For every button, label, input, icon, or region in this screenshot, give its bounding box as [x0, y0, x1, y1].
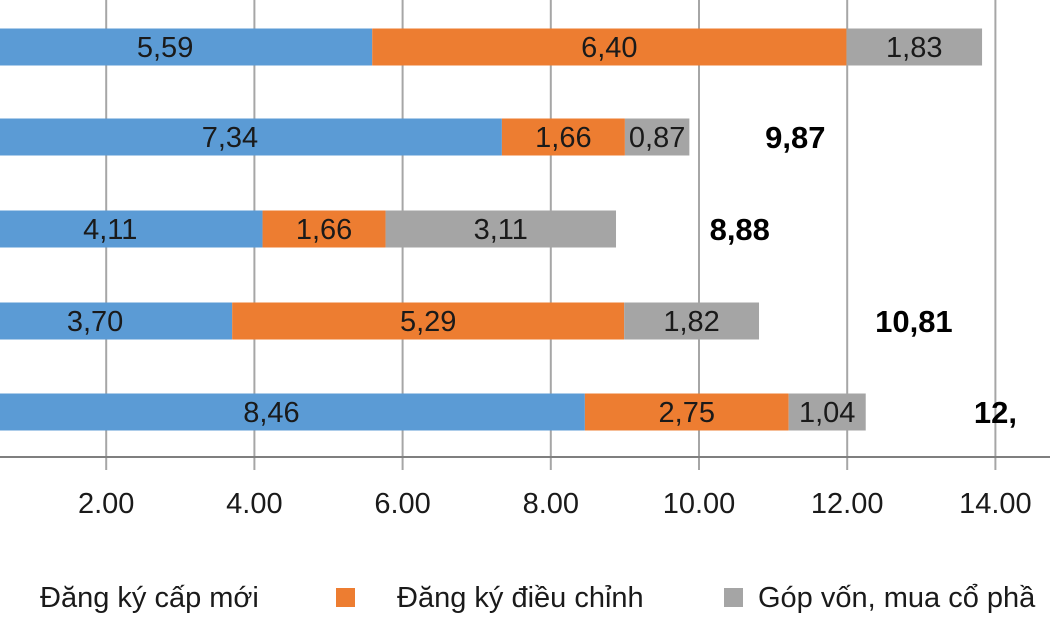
bars: 5,59 6,40 1,83 7,34 1,66 0,87 4,11 1,66 3,11 3,70… — [0, 28, 983, 431]
x-tick-label: 10.00 — [663, 488, 736, 520]
total-label: 10,81 — [875, 304, 953, 339]
data-label: 3,70 — [67, 306, 123, 338]
x-tick-label: 6.00 — [374, 488, 430, 520]
bar-segment — [385, 210, 617, 248]
bar-segment — [232, 302, 625, 340]
total-label: 8,88 — [710, 212, 770, 247]
bar-segment — [788, 393, 866, 431]
legend: Đăng ký cấp mới Đăng ký điều chỉnh Góp vốn… — [40, 582, 1036, 614]
data-label: 5,59 — [137, 32, 193, 64]
data-label: 1,04 — [799, 397, 855, 429]
bar-segment — [624, 118, 690, 156]
bar-segment — [0, 210, 263, 248]
legend-swatch — [336, 588, 355, 607]
data-label: 1,66 — [535, 122, 591, 154]
x-tick-label: 2.00 — [78, 488, 134, 520]
data-label: 1,82 — [663, 306, 719, 338]
data-label: 4,11 — [83, 214, 137, 246]
bar-segment — [0, 393, 585, 431]
legend-label: Đăng ký cấp mới — [40, 582, 259, 614]
bar-segment — [0, 28, 373, 66]
data-label: 2,75 — [659, 397, 715, 429]
bar-segment — [262, 210, 386, 248]
x-axis-ticks: 2.00 4.00 6.00 8.00 10.00 12.00 14.00 — [78, 488, 1032, 520]
data-label: 0,87 — [629, 122, 685, 154]
legend-swatch — [724, 588, 743, 607]
legend-label: Góp vốn, mua cổ phầ — [758, 582, 1036, 614]
bar-segment — [0, 118, 502, 156]
bar-segment — [624, 302, 760, 340]
data-label: 7,34 — [202, 122, 258, 154]
data-label: 5,29 — [400, 306, 456, 338]
data-label: 3,11 — [474, 214, 528, 246]
x-tick-label: 8.00 — [523, 488, 579, 520]
data-label: 1,66 — [296, 214, 352, 246]
legend-label: Đăng ký điều chỉnh — [397, 582, 644, 614]
bar-segment — [584, 393, 789, 431]
bar-segment — [846, 28, 983, 66]
data-label: 1,83 — [886, 32, 942, 64]
data-label: 8,46 — [243, 397, 299, 429]
total-label: 9,87 — [765, 120, 825, 155]
x-tick-label: 12.00 — [811, 488, 884, 520]
bar-segment — [372, 28, 847, 66]
bar-segment — [501, 118, 625, 156]
x-tick-label: 4.00 — [226, 488, 282, 520]
data-label: 6,40 — [581, 32, 637, 64]
bar-segment — [0, 302, 233, 340]
x-tick-label: 14.00 — [959, 488, 1032, 520]
total-label: 12, — [974, 395, 1017, 430]
total-labels: 9,87 8,88 10,81 12, — [710, 120, 1017, 430]
